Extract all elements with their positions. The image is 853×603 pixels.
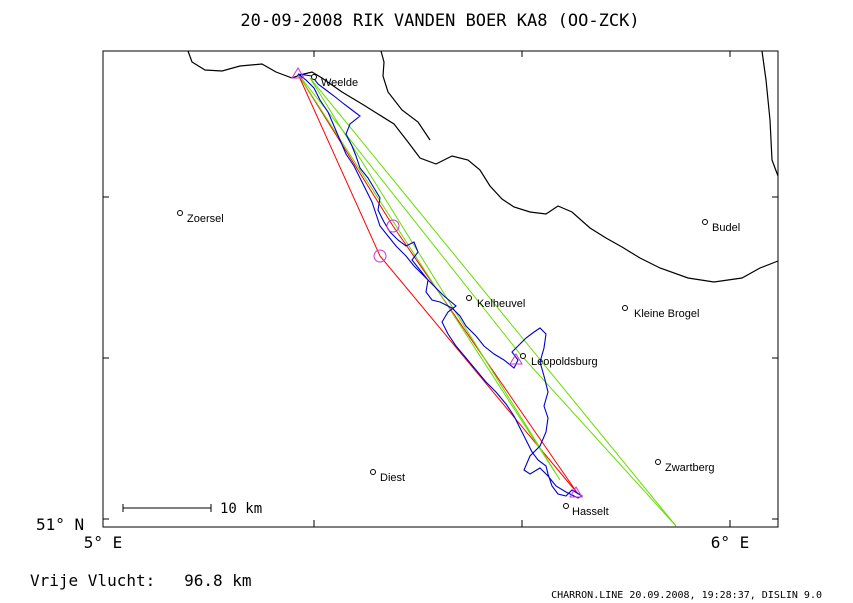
place-marker (520, 353, 526, 359)
place-label: Kleine Brogel (634, 308, 699, 320)
turnpoint-circle-1 (386, 219, 400, 233)
place-label: Diest (380, 472, 405, 484)
place-zwartberg: Zwartberg (655, 459, 715, 474)
place-marker (311, 74, 317, 80)
country-border-north (380, 50, 431, 141)
figure-title: 20-09-2008 RIK VANDEN BOER KA8 (OO-ZCK) (240, 11, 639, 31)
place-kleine-brogel: Kleine Brogel (622, 305, 699, 320)
software-credit: CHARRON.LINE 20.09.2008, 19:28:37, DISLI… (551, 590, 822, 601)
flight-track (297, 73, 584, 499)
turnpoint-triangle-marker (509, 353, 523, 365)
place-kelheuvel: Kelheuvel (466, 295, 525, 310)
task-line-green-2 (297, 73, 677, 527)
place-label: Zwartberg (665, 462, 715, 474)
frame-ticks (103, 50, 778, 527)
country-border-east (761, 50, 779, 177)
place-hasselt: Hasselt (563, 503, 609, 518)
place-marker (655, 459, 661, 465)
place-label: Hasselt (572, 506, 609, 518)
longitude-label-right: 6° E (711, 533, 750, 552)
place-weelde: Weelde (311, 74, 358, 89)
place-zoersel: Zoersel (177, 210, 224, 225)
free-flight-distance: Vrije Vlucht: 96.8 km (30, 571, 252, 590)
longitude-label-left: 5° E (84, 533, 123, 552)
place-marker (702, 219, 708, 225)
turnpoint-circle-2 (373, 249, 387, 263)
place-marker (622, 305, 628, 311)
task-line-green (297, 73, 677, 527)
place-marker (370, 469, 376, 475)
place-marker (177, 210, 183, 216)
scale-bar-label: 10 km (220, 501, 262, 517)
place-label: Budel (712, 222, 740, 234)
place-label: Kelheuvel (477, 298, 525, 310)
place-label: Weelde (321, 77, 358, 89)
place-marker (563, 503, 569, 509)
start-triangle-marker (291, 67, 305, 79)
place-label: Leopoldsburg (531, 356, 598, 368)
country-border (187, 50, 779, 283)
scale-bar: 10 km (122, 501, 262, 517)
place-label: Zoersel (187, 213, 224, 225)
finish-triangle-marker (569, 486, 583, 498)
map-frame (102, 50, 779, 528)
place-diest: Diest (370, 469, 405, 484)
latitude-label: 51° N (36, 515, 84, 534)
turnpoint-markers (291, 67, 583, 498)
place-budel: Budel (702, 219, 740, 234)
place-leopoldsburg: Leopoldsburg (520, 353, 598, 368)
place-marker (466, 295, 472, 301)
